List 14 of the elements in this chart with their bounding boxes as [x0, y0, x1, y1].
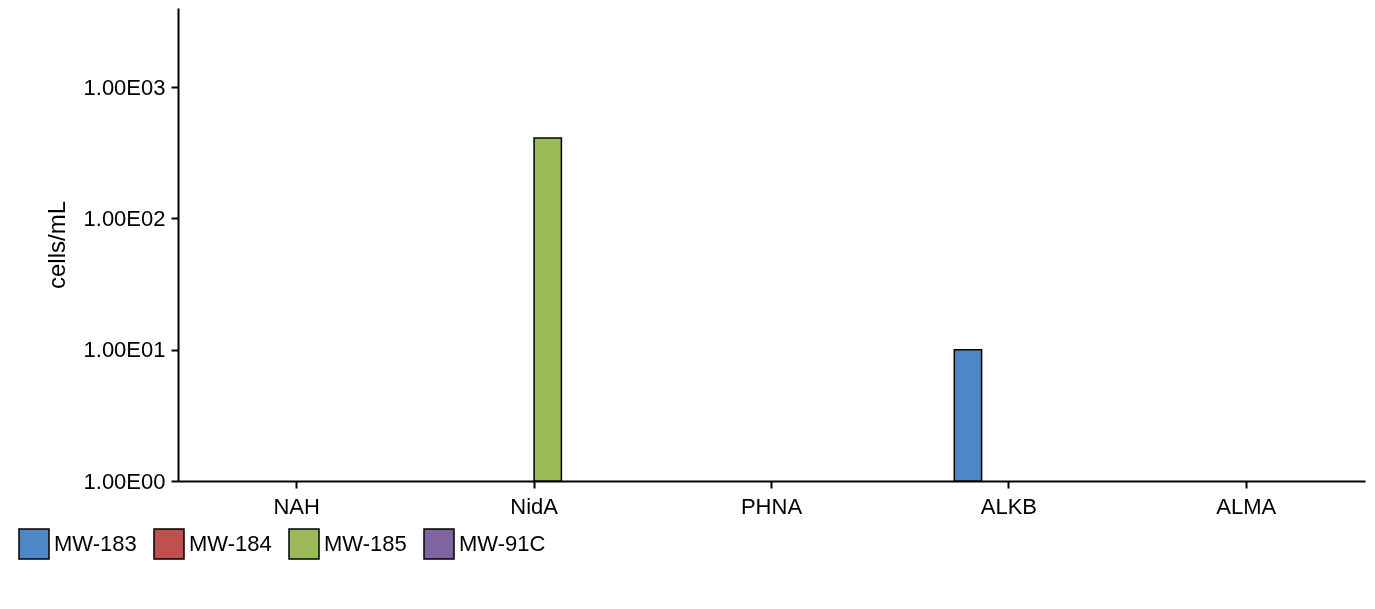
- legend-label: MW-185: [324, 531, 407, 556]
- legend-label: MW-91C: [459, 531, 546, 556]
- x-tick-label: PHNA: [740, 493, 803, 519]
- x-tick-label: NidA: [510, 493, 559, 519]
- y-axis-title: cells/mL: [42, 200, 70, 290]
- y-tick-label: 1.00E03: [83, 74, 166, 100]
- x-tick-label: NAH: [273, 493, 320, 519]
- y-tick-label: 1.00E02: [83, 205, 166, 231]
- x-tick-label: ALMA: [1216, 493, 1277, 519]
- legend-label: MW-184: [189, 531, 272, 556]
- x-tick-label: ALKB: [980, 493, 1038, 519]
- y-tick-label: 1.00E01: [83, 337, 166, 363]
- legend-label: MW-183: [54, 531, 137, 556]
- y-tick-label: 1.00E00: [83, 468, 166, 494]
